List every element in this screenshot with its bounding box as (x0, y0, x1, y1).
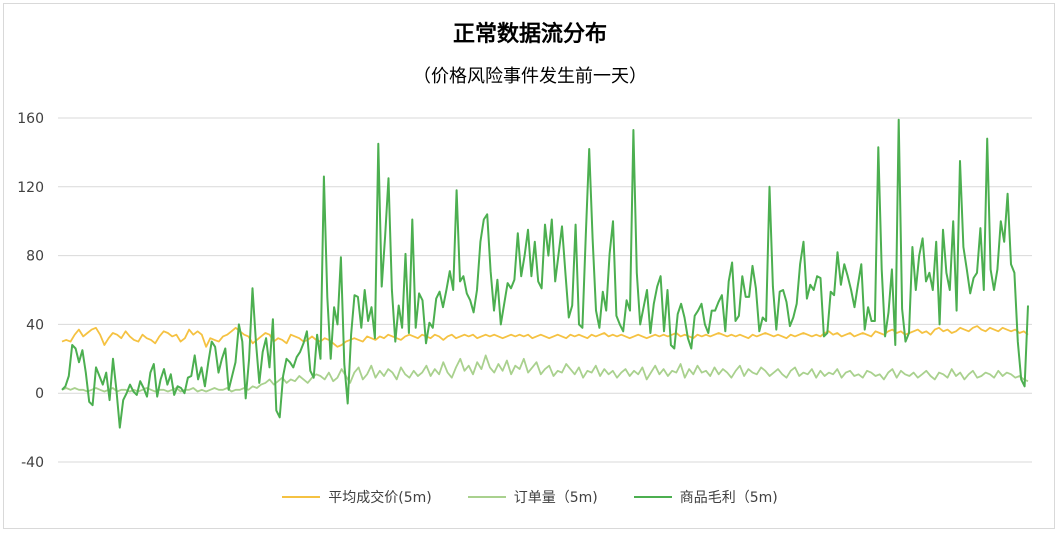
legend-swatch-price (282, 496, 321, 498)
chart-title: 正常数据流分布 (452, 22, 607, 47)
legend-item-orders: 订单量（5m) (467, 487, 598, 507)
legend-item-margin: 商品毛利（5m) (633, 487, 778, 507)
y-tick-label: -40 (21, 455, 44, 471)
legend-swatch-margin (633, 496, 672, 498)
y-tick-label: 160 (17, 111, 44, 127)
legend-swatch-orders (467, 496, 506, 498)
series-line-0 (61, 325, 1029, 348)
legend-label-margin: 商品毛利（5m) (679, 490, 778, 506)
legend-label-orders: 订单量（5m) (513, 490, 598, 506)
y-tick-label: 120 (17, 180, 44, 196)
series-line-2 (61, 118, 1029, 429)
legend-label-price: 平均成交价(5m) (328, 490, 432, 506)
legend-item-price: 平均成交价(5m) (282, 487, 432, 507)
y-tick-label: 40 (26, 317, 44, 333)
chart-frame (3, 3, 1055, 529)
series-line-1 (61, 354, 1029, 393)
chart-subtitle: （价格风险事件发生前一天） (413, 66, 647, 87)
y-tick-label: 0 (35, 386, 44, 402)
chart-legend: 平均成交价(5m) 订单量（5m) 商品毛利（5m) (0, 487, 1060, 507)
y-tick-label: 80 (26, 249, 44, 265)
